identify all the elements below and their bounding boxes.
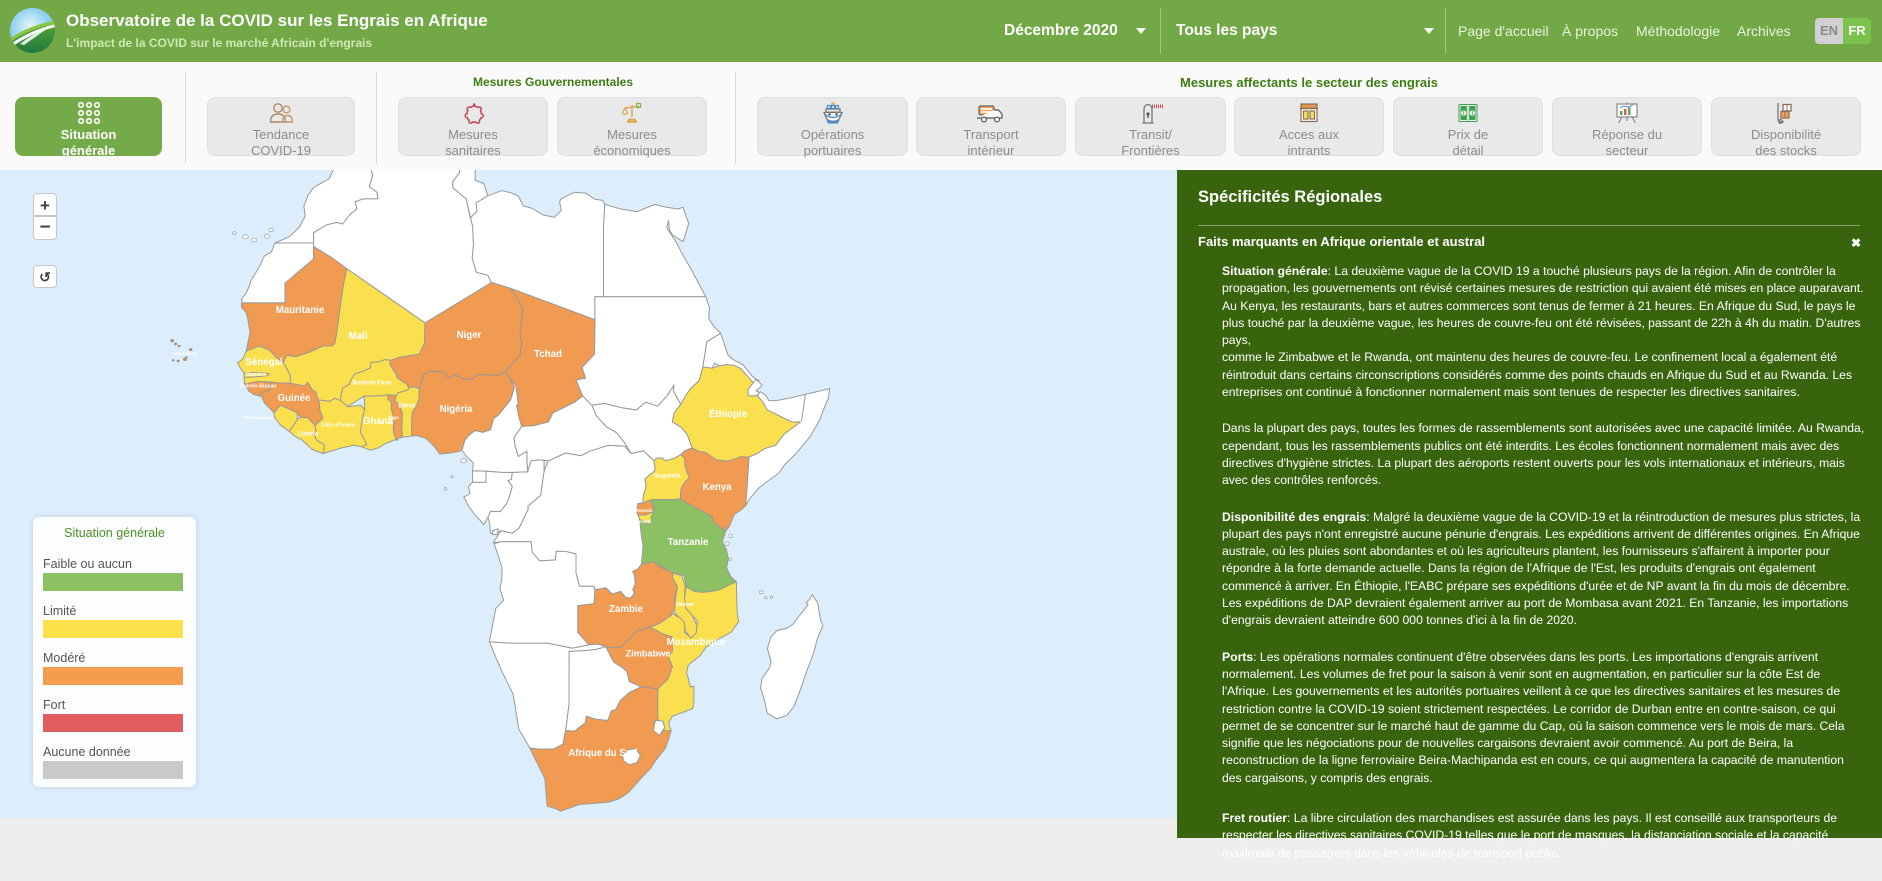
svg-text:Mali: Mali [349, 331, 368, 342]
svg-text:Zambie: Zambie [609, 604, 644, 615]
svg-text:Kenya: Kenya [702, 482, 732, 493]
svg-text:Sénégal: Sénégal [245, 357, 282, 368]
svg-text:Zimbabwe: Zimbabwe [626, 649, 671, 659]
svg-text:Burkina Faso: Burkina Faso [352, 379, 391, 386]
svg-text:Cabo Verde: Cabo Verde [173, 351, 198, 356]
svg-text:Ghana: Ghana [363, 416, 394, 427]
svg-text:Malawi: Malawi [676, 602, 694, 608]
svg-text:Afrique du Sud: Afrique du Sud [568, 748, 638, 759]
svg-text:Mauritanie: Mauritanie [276, 305, 325, 316]
svg-text:Niger: Niger [457, 330, 482, 341]
svg-text:Libéria: Libéria [298, 430, 319, 437]
svg-text:Sierra Leone: Sierra Leone [243, 415, 272, 421]
svg-text:Bénin: Bénin [398, 402, 415, 409]
svg-text:Côte d'Ivoire: Côte d'Ivoire [321, 422, 355, 428]
svg-text:Tanzanie: Tanzanie [668, 537, 709, 548]
svg-text:Nigéria: Nigéria [440, 404, 473, 415]
svg-text:Togo: Togo [387, 415, 398, 421]
svg-text:Ouganda: Ouganda [654, 472, 681, 479]
svg-text:Éthiopie: Éthiopie [709, 409, 748, 420]
svg-text:Gambie: Gambie [246, 372, 267, 378]
svg-text:Burundi: Burundi [635, 519, 652, 524]
svg-text:Rwanda: Rwanda [636, 508, 653, 513]
svg-text:Tchad: Tchad [534, 349, 562, 360]
svg-text:Guinée: Guinée [278, 393, 311, 404]
svg-text:Guinée-Bissau: Guinée-Bissau [239, 384, 276, 390]
svg-text:Mozambique: Mozambique [667, 637, 726, 648]
